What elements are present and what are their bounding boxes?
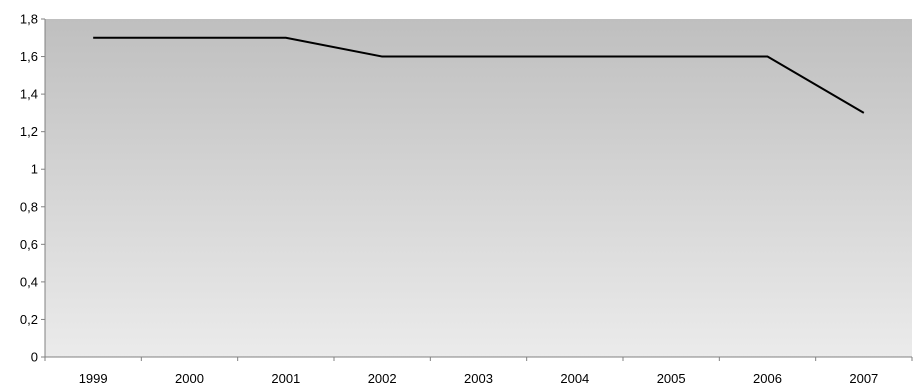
y-tick-label: 1,8 <box>20 12 38 27</box>
y-tick-label: 0,4 <box>20 274 38 289</box>
y-tick-label: 1 <box>31 162 38 177</box>
y-axis-ticks: 0 0,2 0,4 0,6 0,8 1 1,2 1,4 1,6 1,8 <box>20 12 45 365</box>
x-tick-label: 1999 <box>79 371 108 386</box>
x-tick-label: 2005 <box>657 371 686 386</box>
y-tick-label: 1,6 <box>20 49 38 64</box>
plot-area <box>45 19 912 357</box>
y-tick-label: 1,2 <box>20 124 38 139</box>
x-tick-label: 2006 <box>753 371 782 386</box>
y-tick-label: 0,2 <box>20 312 38 327</box>
x-tick-label: 2001 <box>271 371 300 386</box>
x-tick-label: 2004 <box>560 371 589 386</box>
y-tick-label: 1,4 <box>20 87 38 102</box>
y-tick-label: 0,8 <box>20 199 38 214</box>
y-tick-label: 0 <box>31 350 38 365</box>
x-tick-label: 2003 <box>464 371 493 386</box>
y-tick-label: 0,6 <box>20 237 38 252</box>
x-tick-label: 2002 <box>368 371 397 386</box>
series-layer <box>93 36 865 114</box>
series-line <box>93 36 865 114</box>
x-tick-label: 2007 <box>849 371 878 386</box>
x-tick-label: 2000 <box>175 371 204 386</box>
x-axis-ticks: 1999 2000 2001 2002 2003 2004 2005 2006 2007 <box>44 357 913 386</box>
